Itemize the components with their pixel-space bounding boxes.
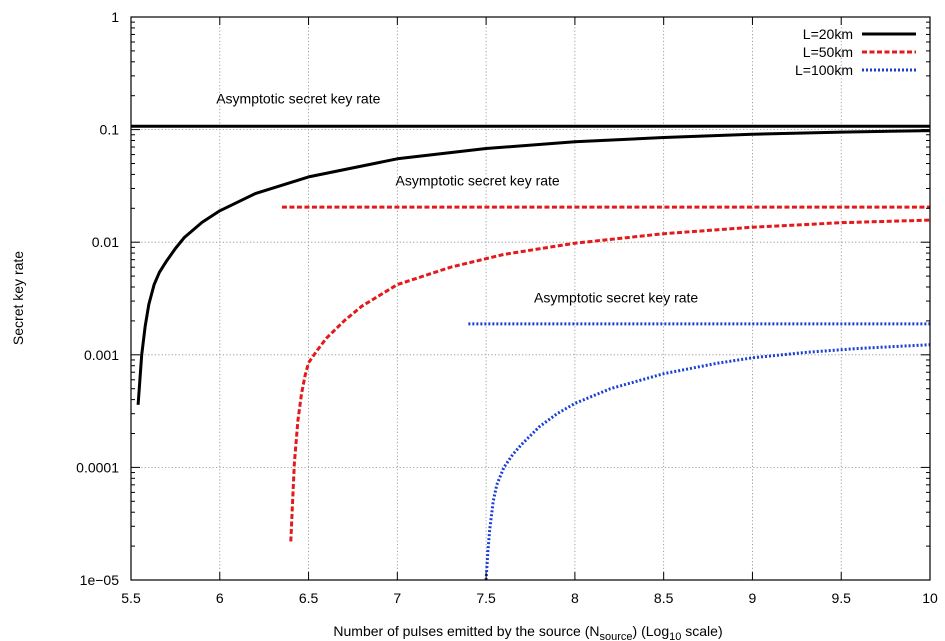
- x-tick-label: 6.5: [299, 590, 319, 606]
- y-tick-label: 1: [111, 9, 119, 25]
- y-tick-label: 0.1: [100, 122, 120, 138]
- y-tick-label: 0.01: [92, 234, 119, 250]
- series-line-l-50km: [289, 218, 931, 542]
- y-tick-label: 1e−05: [80, 572, 120, 588]
- x-tick-label: 8.5: [654, 590, 674, 606]
- annotation-text: Asymptotic secret key rate: [534, 290, 698, 306]
- annotation-text: Asymptotic secret key rate: [396, 172, 560, 188]
- series-line-l-100km: [484, 343, 931, 581]
- tick-layer: 5.5 6 6.5 7 7.5 8 8.5 9 9.5 10 1e−05 0.0001 0.001 0.0…: [76, 9, 938, 606]
- x-tick-label: 10: [922, 590, 938, 606]
- x-tick-label: 7: [393, 590, 401, 606]
- annotation-text: Asymptotic secret key rate: [216, 91, 380, 107]
- legend-label: L=50km: [803, 44, 853, 60]
- x-axis-title: Number of pulses emitted by the source (…: [333, 623, 722, 641]
- x-tick-label: 9: [749, 590, 757, 606]
- y-tick-label: 0.001: [84, 347, 119, 363]
- legend: L=20km L=50km L=100km: [795, 26, 916, 78]
- series-line-l-20km: [136, 129, 931, 405]
- x-tick-label: 8: [571, 590, 579, 606]
- grid-layer: [131, 17, 930, 580]
- series-layer: [131, 124, 931, 581]
- x-tick-label: 5.5: [121, 590, 141, 606]
- annotation-layer: Asymptotic secret key rate Asymptotic sec…: [216, 91, 698, 306]
- legend-label: L=100km: [795, 62, 853, 78]
- plot-frame: [130, 16, 931, 581]
- x-tick-label: 9.5: [831, 590, 851, 606]
- x-tick-label: 7.5: [476, 590, 496, 606]
- legend-label: L=20km: [803, 26, 853, 42]
- x-tick-label: 6: [216, 590, 224, 606]
- y-axis-title: Secret key rate: [10, 251, 26, 345]
- y-tick-label: 0.0001: [76, 459, 119, 475]
